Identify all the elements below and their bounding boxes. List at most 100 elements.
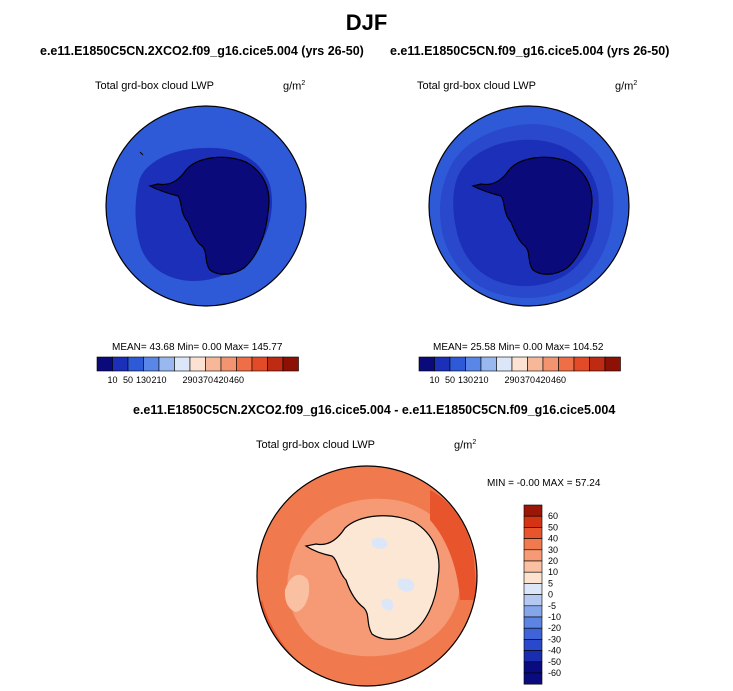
panel2-colorbar-swatch	[542, 356, 559, 372]
panel2-colorbar-swatch	[527, 356, 544, 372]
panel1-colorbar-swatch	[205, 356, 222, 372]
panel3-colorbar-swatch	[523, 672, 543, 685]
panel3-colorbar-swatch	[523, 583, 543, 595]
panel1-colorbar-tick-label: 290	[182, 375, 197, 385]
panel2-colorbar-swatch	[449, 356, 466, 372]
panel2-colorbar-swatch	[558, 356, 575, 372]
panel2-colorbar-tick-label: 290	[504, 375, 519, 385]
panel3-colorbar-swatch	[523, 605, 543, 618]
panel3-map-border	[256, 465, 478, 687]
panel1-colorbar-swatch	[267, 356, 284, 372]
panel1-colorbar-swatch	[236, 356, 253, 372]
panel2-units: g/m2	[615, 80, 637, 93]
panel3-colorbar-tick-label: -50	[548, 657, 561, 667]
panel3-stats: MIN = -0.00 MAX = 57.24	[487, 478, 601, 489]
panel3-colorbar-tick-label: 40	[548, 534, 558, 544]
panel3-colorbar-tick-label: -30	[548, 634, 561, 644]
panel1-colorbar-swatch	[189, 356, 206, 372]
panel3-colorbar-swatch	[523, 571, 543, 584]
panel3-ice-shelf-b	[398, 578, 415, 592]
panel3-units-sup: 2	[472, 439, 477, 446]
panel1-map-border	[105, 105, 307, 307]
panel1-colorbar-swatch	[174, 356, 191, 372]
panel3-colorbar-swatch	[523, 560, 543, 573]
panel2-colorbar-tick-label: 210	[473, 375, 488, 385]
panel1-colorbar-swatch	[143, 356, 160, 372]
panel1-stats: MEAN= 43.68 Min= 0.00 Max= 145.77	[112, 342, 283, 353]
panel2-colorbar-tick-label: 50	[445, 375, 455, 385]
panel2-colorbar-swatch	[465, 356, 482, 372]
panel3-antarctica	[304, 515, 440, 640]
panel2-colorbar-tick-label: 460	[551, 375, 566, 385]
panel1-units-base: g/m	[283, 80, 302, 93]
panel3-patch	[284, 574, 310, 612]
panel2-units-base: g/m	[615, 80, 634, 93]
panel2-colorbar-swatch	[434, 356, 451, 372]
panel2-colorbar-swatch	[418, 356, 435, 372]
panel3-colorbar-tick-label: 10	[548, 567, 558, 577]
panel1-variable-label: Total grd-box cloud LWP	[95, 80, 215, 92]
panel2-map	[429, 106, 629, 306]
panel1-colorbar-tick-label: 130	[136, 375, 151, 385]
panel3-colorbar-swatch	[523, 616, 543, 629]
panel2-colorbar: 10 50 130 210 290 370 420 460	[418, 356, 621, 385]
panel2-variable-label: Total grd-box cloud LWP	[417, 80, 537, 92]
panel3-variable-label: Total grd-box cloud LWP	[256, 439, 376, 451]
panel3-colorbar-swatch	[523, 650, 543, 663]
panel3-colorbar-tick-label: 50	[548, 522, 558, 532]
panel3-colorbar-tick-label: -60	[548, 668, 561, 678]
panel1-colorbar-swatch	[220, 356, 237, 372]
panel1-colorbar-tick-label: 420	[213, 375, 228, 385]
panel1-colorbar-swatch	[282, 356, 299, 372]
panel1-colorbar-tick-label: 370	[198, 375, 213, 385]
panel2-colorbar-tick-label: 10	[429, 375, 439, 385]
panel3-colorbar-tick-label: -5	[548, 601, 556, 611]
panel3-units-base: g/m	[454, 439, 473, 452]
panel1-colorbar-swatch	[127, 356, 144, 372]
panel1-colorbar-tick-label: 10	[107, 375, 117, 385]
panel1-colorbar-tick-label: 460	[229, 375, 244, 385]
panel2-stats: MEAN= 25.58 Min= 0.00 Max= 104.52	[433, 342, 604, 353]
panel2-title: e.e11.E1850C5CN.f09_g16.cice5.004 (yrs 2…	[390, 44, 670, 58]
panel1-title: e.e11.E1850C5CN.2XCO2.f09_g16.cice5.004 …	[40, 44, 364, 58]
panel3-colorbar-tick-label: 30	[548, 545, 558, 555]
page-title: DJF	[345, 10, 388, 35]
panel2-colorbar-swatch	[604, 356, 621, 372]
panel3-colorbar-tick-label: 20	[548, 556, 558, 566]
panel1-colorbar-tick-label: 210	[151, 375, 166, 385]
panel1-colorbar-swatch	[251, 356, 268, 372]
panel3-map	[257, 466, 477, 686]
panel2-colorbar-swatch	[589, 356, 606, 372]
panel3-colorbar-tick-label: -10	[548, 612, 561, 622]
panel3-colorbar-swatch	[523, 515, 543, 528]
panel2-colorbar-swatch	[573, 356, 590, 372]
panel1-colorbar-tick-label: 50	[123, 375, 133, 385]
panel1-colorbar: 10 50 130 210 290 370 420 460	[96, 356, 299, 385]
panel2-colorbar-tick-label: 370	[520, 375, 535, 385]
panel3-ice-shelf-a	[372, 537, 388, 549]
panel3-colorbar-swatch	[523, 639, 543, 651]
panel3-colorbar-tick-label: 60	[548, 511, 558, 521]
panel2-units-sup: 2	[633, 80, 638, 87]
panel2-colorbar-swatch	[496, 356, 513, 372]
panel3-colorbar-tick-label: -20	[548, 623, 561, 633]
panel1-units: g/m2	[283, 80, 305, 93]
panel3-colorbar-swatch	[523, 627, 543, 640]
panel2-colorbar-swatch	[480, 356, 497, 372]
panel1-units-sup: 2	[301, 80, 306, 87]
panel1-colorbar-swatch	[112, 356, 129, 372]
panel2-colorbar-tick-label: 420	[535, 375, 550, 385]
panel2-antarctica	[471, 156, 593, 275]
panel1-coast-fragment	[106, 151, 144, 181]
panel3-colorbar-swatch	[523, 661, 543, 674]
panel3-colorbar-swatch	[523, 538, 543, 551]
panel3-colorbar-tick-label: 0	[548, 590, 553, 600]
panel2-colorbar-tick-label: 130	[458, 375, 473, 385]
panel3-band-east	[430, 490, 477, 600]
panel3-units: g/m2	[454, 439, 476, 452]
panel3-colorbar-swatch	[523, 594, 543, 607]
panel3-colorbar-swatch	[523, 549, 543, 562]
panel3-colorbar-tick-label: -40	[548, 646, 561, 656]
